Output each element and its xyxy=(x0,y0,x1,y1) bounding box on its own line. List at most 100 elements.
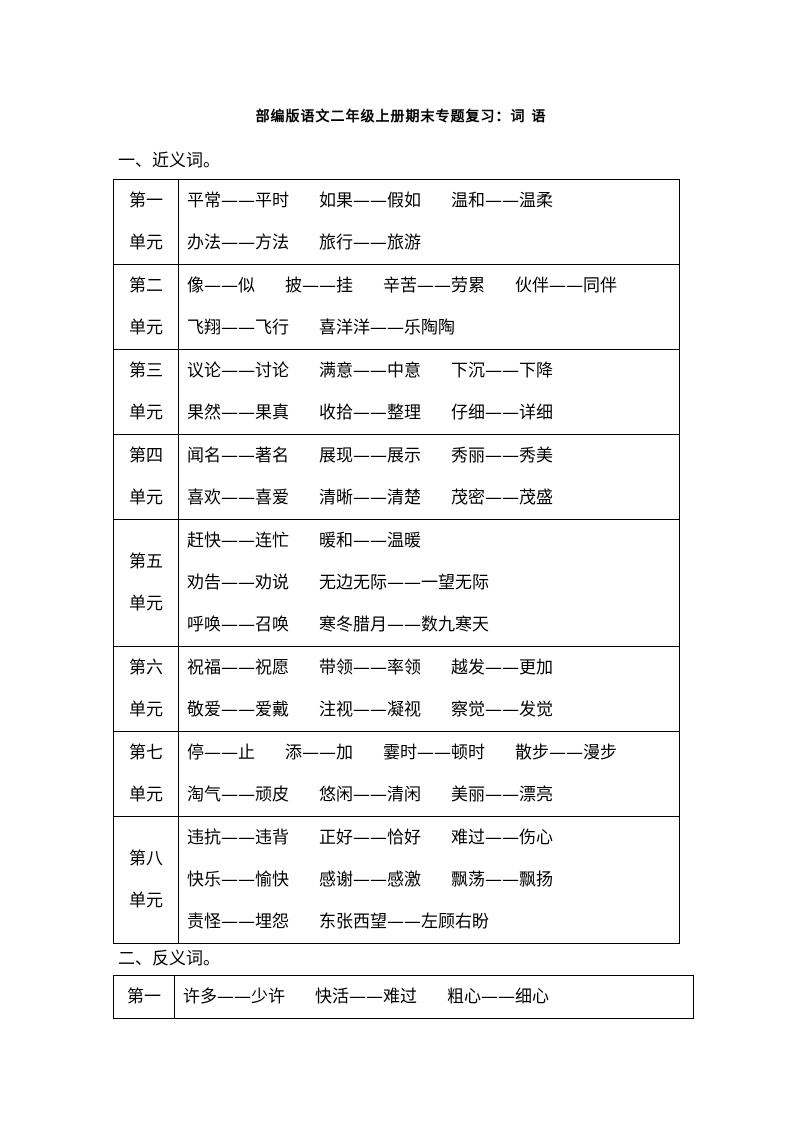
word-pair: 责怪——埋怨 xyxy=(187,912,289,932)
word-pair-line: 平常——平时 如果——假如 温和——温柔 xyxy=(187,180,679,222)
synonyms-table: 第一 单元 平常——平时 如果——假如 温和——温柔 办法——方法 旅行——旅游 第二 单元 像—… xyxy=(113,179,680,944)
unit-label-cell: 第二 单元 xyxy=(113,264,179,350)
word-pair: 喜洋洋——乐陶陶 xyxy=(319,318,455,338)
word-pair: 如果——假如 xyxy=(319,191,421,211)
unit-label-cell: 第六 单元 xyxy=(113,646,179,732)
word-pair: 果然——果真 xyxy=(187,403,289,423)
word-pair: 越发——更加 xyxy=(451,658,553,678)
word-pair: 喜欢——喜爱 xyxy=(187,488,289,508)
word-pair-line: 呼唤——召唤 寒冬腊月——数九寒天 xyxy=(187,604,679,646)
word-pair-line: 违抗——违背 正好——恰好 难过——伤心 xyxy=(187,817,679,859)
word-pair: 闻名——著名 xyxy=(187,446,289,466)
section-heading-antonyms: 二、反义词。 xyxy=(118,949,220,969)
word-pair: 茂密——茂盛 xyxy=(451,488,553,508)
word-pair: 暖和——温暖 xyxy=(319,531,421,551)
word-pair: 感谢——感激 xyxy=(319,870,421,890)
word-pairs-cell: 违抗——违背 正好——恰好 难过——伤心 快乐——愉快 感谢——感激 飘荡——飘扬 责怪——… xyxy=(178,816,680,944)
unit-label-text: 单元 xyxy=(129,700,163,720)
document-title: 部编版语文二年级上册期末专题复习：词 语 xyxy=(255,109,547,125)
word-pair: 伙伴——同伴 xyxy=(515,276,617,296)
word-pair-line: 停——止 添——加 霎时——顿时 散步——漫步 xyxy=(187,732,679,774)
word-pair: 许多——少许 xyxy=(183,987,285,1007)
word-pair: 注视——凝视 xyxy=(319,700,421,720)
word-pair-line: 果然——果真 收拾——整理 仔细——详细 xyxy=(187,392,679,434)
word-pair-line: 办法——方法 旅行——旅游 xyxy=(187,222,679,264)
unit-label-cell: 第七 单元 xyxy=(113,731,179,817)
antonyms-table: 第一 许多——少许 快活——难过 粗心——细心 xyxy=(113,975,694,1019)
word-pair: 办法——方法 xyxy=(187,233,289,253)
unit-label-cell: 第三 单元 xyxy=(113,349,179,435)
word-pair: 无边无际——一望无际 xyxy=(319,573,489,593)
word-pairs-cell: 平常——平时 如果——假如 温和——温柔办法——方法 旅行——旅游 xyxy=(178,179,680,265)
unit-label-text: 第八 xyxy=(129,849,163,869)
word-pair: 飞翔——飞行 xyxy=(187,318,289,338)
word-pairs-cell: 像——似 披——挂 辛苦——劳累 伙伴——同伴飞翔——飞行 喜洋洋——乐陶陶 xyxy=(178,264,680,350)
table-row: 第四 单元 闻名——著名 展现——展示 秀丽——秀美喜欢——喜爱 清晰——清楚 茂密——茂盛 xyxy=(113,434,680,520)
word-pair: 秀丽——秀美 xyxy=(451,446,553,466)
word-pair-line: 议论——讨论 满意——中意 下沉——下降 xyxy=(187,350,679,392)
word-pair: 呼唤——召唤 xyxy=(187,615,289,635)
word-pair: 清晰——清楚 xyxy=(319,488,421,508)
word-pair: 平常——平时 xyxy=(187,191,289,211)
table-row: 第五 单元 赶快——连忙 暖和——温暖 劝告——劝说 无边无际——一望无际 呼唤——召唤 寒冬… xyxy=(113,519,680,647)
word-pair-line: 淘气——顽皮 悠闲——清闲 美丽——漂亮 xyxy=(187,774,679,816)
unit-label-text: 单元 xyxy=(129,318,163,338)
word-pair-line: 责怪——埋怨 东张西望——左顾右盼 xyxy=(187,901,679,943)
unit-label-cell: 第一 xyxy=(113,975,175,1019)
word-pairs-cell: 许多——少许 快活——难过 粗心——细心 xyxy=(174,975,694,1019)
table-row: 第二 单元 像——似 披——挂 辛苦——劳累 伙伴——同伴 飞翔——飞行 喜洋洋——乐陶陶 xyxy=(113,264,680,350)
unit-label-text: 第二 xyxy=(129,276,163,296)
word-pair: 停——止 xyxy=(187,743,255,763)
table-row: 第一 许多——少许 快活——难过 粗心——细心 xyxy=(113,975,694,1019)
word-pair: 温和——温柔 xyxy=(451,191,553,211)
word-pair-line: 敬爱——爱戴 注视——凝视 察觉——发觉 xyxy=(187,689,679,731)
unit-label-text: 单元 xyxy=(129,403,163,423)
unit-label-text: 单元 xyxy=(129,233,163,253)
word-pair: 淘气——顽皮 xyxy=(187,785,289,805)
word-pair: 祝福——祝愿 xyxy=(187,658,289,678)
word-pairs-cell: 闻名——著名 展现——展示 秀丽——秀美喜欢——喜爱 清晰——清楚 茂密——茂盛 xyxy=(178,434,680,520)
word-pair: 美丽——漂亮 xyxy=(451,785,553,805)
unit-label-cell: 第一 单元 xyxy=(113,179,179,265)
word-pair: 难过——伤心 xyxy=(451,828,553,848)
word-pair-line: 赶快——连忙 暖和——温暖 xyxy=(187,520,679,562)
word-pair-line: 闻名——著名 展现——展示 秀丽——秀美 xyxy=(187,435,679,477)
unit-label-text: 单元 xyxy=(129,785,163,805)
word-pair: 披——挂 xyxy=(285,276,353,296)
table-row: 第三 单元 议论——讨论 满意——中意 下沉——下降 果然——果真 收拾——整理 仔细——详细 xyxy=(113,349,680,435)
word-pair-line: 飞翔——飞行 喜洋洋——乐陶陶 xyxy=(187,307,679,349)
unit-label-text: 第五 xyxy=(129,552,163,572)
word-pairs-cell: 停——止 添——加 霎时——顿时 散步——漫步淘气——顽皮 悠闲——清闲 美丽——漂亮 xyxy=(178,731,680,817)
word-pair: 议论——讨论 xyxy=(187,361,289,381)
unit-label-text: 第四 xyxy=(129,446,163,466)
table-row: 第八 单元 违抗——违背 正好——恰好 难过——伤心 快乐——愉快 感谢——感激 飘荡——飘扬… xyxy=(113,816,680,944)
word-pair: 赶快——连忙 xyxy=(187,531,289,551)
word-pair: 敬爱——爱戴 xyxy=(187,700,289,720)
word-pair: 散步——漫步 xyxy=(515,743,617,763)
word-pair: 正好——恰好 xyxy=(319,828,421,848)
word-pair: 像——似 xyxy=(187,276,255,296)
unit-label-cell: 第四 单元 xyxy=(113,434,179,520)
word-pairs-cell: 祝福——祝愿 带领——率领 越发——更加 敬爱——爱戴 注视——凝视 察觉——发觉 xyxy=(178,646,680,732)
word-pair: 东张西望——左顾右盼 xyxy=(319,912,489,932)
word-pair-line: 喜欢——喜爱 清晰——清楚 茂密——茂盛 xyxy=(187,477,679,519)
word-pair: 辛苦——劳累 xyxy=(383,276,485,296)
word-pair: 飘荡——飘扬 xyxy=(451,870,553,890)
word-pair: 粗心——细心 xyxy=(447,987,549,1007)
word-pair: 带领——率领 xyxy=(319,658,421,678)
word-pair-line: 许多——少许 快活——难过 粗心——细心 xyxy=(183,976,693,1018)
word-pair-line: 劝告——劝说 无边无际——一望无际 xyxy=(187,562,679,604)
unit-label-cell: 第八 单元 xyxy=(113,816,179,944)
section-heading-synonyms: 一、近义词。 xyxy=(118,151,220,171)
unit-label-text: 第一 xyxy=(129,191,163,211)
word-pair-line: 像——似 披——挂 辛苦——劳累 伙伴——同伴 xyxy=(187,265,679,307)
word-pair: 快活——难过 xyxy=(315,987,417,1007)
unit-label-text: 第七 xyxy=(129,743,163,763)
unit-label-text: 第三 xyxy=(129,361,163,381)
word-pair: 悠闲——清闲 xyxy=(319,785,421,805)
word-pair: 快乐——愉快 xyxy=(187,870,289,890)
word-pair-line: 祝福——祝愿 带领——率领 越发——更加 xyxy=(187,647,679,689)
word-pair: 满意——中意 xyxy=(319,361,421,381)
word-pair: 收拾——整理 xyxy=(319,403,421,423)
